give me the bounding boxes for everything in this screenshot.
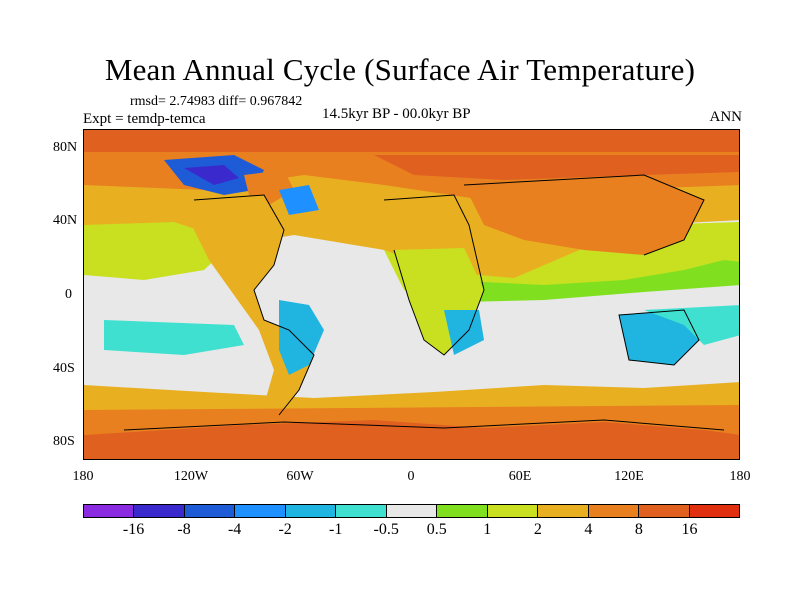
colorbar-swatch [184,505,236,517]
colorbar-swatch [588,505,640,517]
colorbar-label: -16 [122,521,145,538]
colorbar-label: -1 [329,521,343,538]
colorbar-swatch [639,505,690,517]
colorbar-swatch [336,505,387,517]
colorbar-swatch [84,505,135,517]
experiment-label: Expt = temdp-temca [83,111,206,127]
colorbar-label: 0.5 [426,521,447,538]
x-label-60w: 60W [286,469,314,484]
colorbar-swatch [689,505,740,517]
colorbar-label: -0.5 [373,521,399,538]
chart-title: Mean Annual Cycle (Surface Air Temperatu… [104,52,696,87]
period-label: 14.5kyr BP - 00.0kyr BP [322,106,471,122]
temperature-map [84,130,739,459]
colorbar-label: 2 [533,521,542,538]
x-label-0: 0 [407,469,415,484]
stats-text: rmsd= 2.74983 diff= 0.967842 [130,94,303,109]
colorbar-swatch [437,505,488,517]
x-label-60e: 60E [508,469,532,484]
colorbar-label: -2 [278,521,292,538]
colorbar [83,504,740,518]
colorbar-label: 16 [681,521,698,538]
x-label-120w: 120W [173,469,209,484]
map-panel [83,129,740,460]
colorbar-label: -8 [177,521,191,538]
colorbar-label: -4 [227,521,242,538]
season-label: ANN [709,109,743,125]
x-label-180w: 180 [72,469,94,484]
y-label-40s: 40S [53,361,75,376]
colorbar-swatch [134,505,185,517]
colorbar-label: 4 [584,521,593,538]
colorbar-label: 8 [634,521,643,538]
x-label-180e: 180 [729,469,751,484]
colorbar-swatch [538,505,589,517]
colorbar-swatch [285,505,337,517]
colorbar-swatch [487,505,539,517]
colorbar-swatch [386,505,438,517]
colorbar-label: 1 [483,521,492,538]
y-label-40n: 40N [53,213,78,228]
x-label-120e: 120E [614,469,644,484]
y-label-80s: 80S [53,434,75,449]
colorbar-swatch [235,505,286,517]
y-label-0: 0 [65,287,72,302]
y-label-80n: 80N [53,140,78,155]
